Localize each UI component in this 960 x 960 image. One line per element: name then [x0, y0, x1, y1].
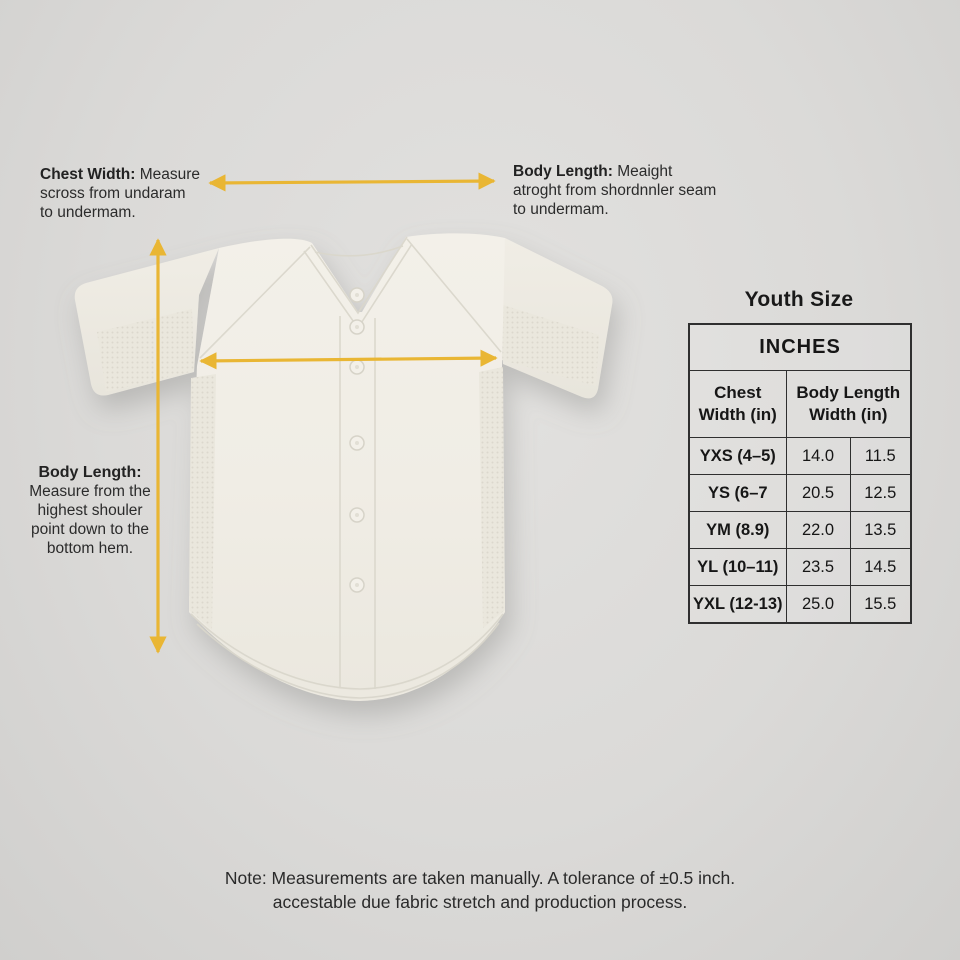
body-length-cell: 13.5: [849, 511, 912, 549]
chest-width-cell: 20.5: [785, 474, 851, 512]
body-length-left-note: Body Length: Measure from the highest sh…: [22, 463, 158, 558]
jersey-buttons: [349, 287, 365, 593]
size-label-cell: YS (6–7: [688, 474, 787, 512]
table-row: YS (6–7 20.5 12.5: [688, 474, 912, 512]
chest-width-arrow: [208, 172, 496, 192]
chest-width-cell: 14.0: [785, 437, 851, 475]
body-length-top-note: Body Length: Meaight atroght from shordn…: [513, 163, 717, 218]
jersey-right-sleeve-mesh: [502, 305, 599, 386]
body-length-cell: 12.5: [849, 474, 912, 512]
jersey-body: [189, 233, 505, 692]
body-length-top-note-heading: Body Length:: [513, 163, 613, 180]
size-label-cell: YXS (4–5): [688, 437, 787, 475]
unit-header-row: INCHES: [688, 323, 912, 371]
body-length-left-note-heading: Body Length:: [38, 464, 142, 481]
size-label-cell: YXL (12-13): [688, 585, 787, 624]
body-length-cell: 14.5: [849, 548, 912, 586]
chest-width-cell: 23.5: [785, 548, 851, 586]
column-header-row: Chest Width (in) Body Length Width (in): [688, 370, 912, 438]
body-length-cell: 15.5: [849, 585, 912, 624]
measurement-note: Note: Measurements are taken manually. A…: [224, 868, 736, 912]
body-length-cell: 11.5: [849, 437, 912, 475]
table-row: YXS (4–5) 14.0 11.5: [688, 437, 912, 475]
table-row: YL (10–11) 23.5 14.5: [688, 548, 912, 586]
size-label-cell: YM (8.9): [688, 511, 787, 549]
body-length-column-header: Body Length Width (in): [785, 370, 912, 438]
measurement-arrows: [149, 172, 498, 654]
unit-header-cell: INCHES: [688, 323, 912, 371]
size-chart-title: Youth Size: [744, 288, 854, 311]
chest-width-cell: 25.0: [785, 585, 851, 624]
jersey-seams: [190, 236, 504, 699]
chest-measure-arrow: [199, 349, 498, 370]
chest-width-cell: 22.0: [785, 511, 851, 549]
table-row: YXL (12-13) 25.0 15.5: [688, 585, 912, 624]
chest-width-column-header: Chest Width (in): [688, 370, 787, 438]
jersey: [74, 233, 613, 701]
jersey-side-mesh-panels: [189, 367, 505, 630]
chest-width-note: Chest Width: Measure scross from undaram…: [40, 166, 201, 221]
jersey-left-sleeve-mesh: [97, 309, 194, 392]
chest-width-note-heading: Chest Width:: [40, 166, 136, 183]
table-row: YM (8.9) 22.0 13.5: [688, 511, 912, 549]
size-label-cell: YL (10–11): [688, 548, 787, 586]
size-chart-table: INCHES Chest Width (in) Body Length Widt…: [688, 323, 913, 624]
